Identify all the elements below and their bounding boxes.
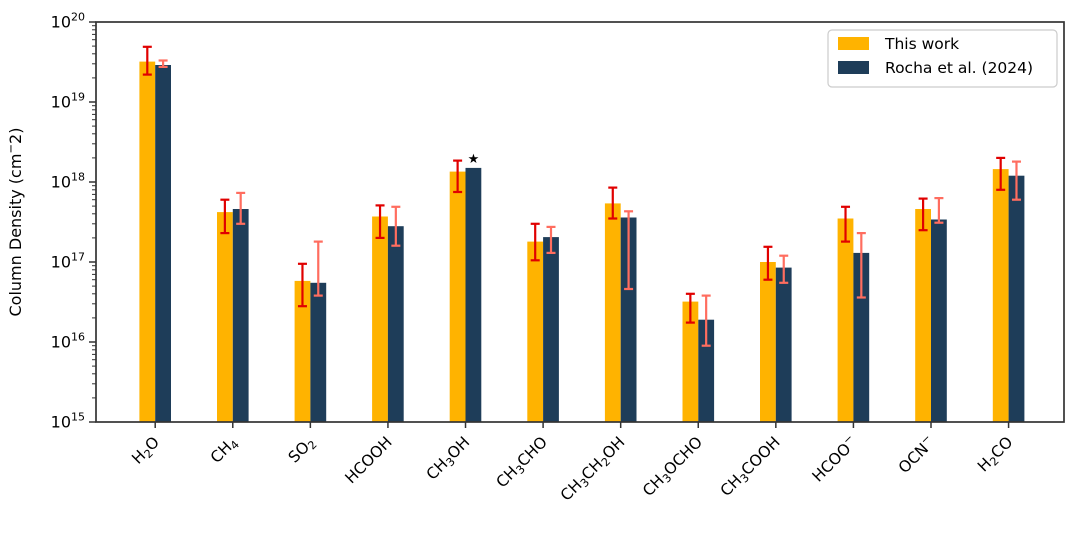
bar-rocha-5 [543, 237, 559, 422]
x-tick-label: CH3OCHO [639, 433, 707, 501]
error-bar [530, 222, 540, 262]
y-axis: 1020 1019 1018 1017 1016 1015 [51, 11, 96, 432]
error-bar [685, 292, 695, 324]
error-bar [158, 59, 168, 69]
error-bar [608, 186, 618, 220]
legend-label-1: Rocha et al. (2024) [885, 59, 1033, 77]
error-bar [918, 197, 928, 232]
x-tick-label: CH3OH [423, 433, 475, 485]
x-axis: H2O CH4 SO2 HCOOH CH3OH CH3CHOCH3CH2OHCH3OCHO… [128, 422, 1018, 506]
y-axis-title: Column Density (cm−2) [3, 128, 25, 317]
significance-star: ★ [468, 152, 480, 167]
bar-rocha-9 [853, 252, 870, 422]
error-bar [220, 198, 230, 235]
bar-rocha-8 [775, 267, 792, 422]
error-bar [763, 245, 773, 281]
bar-rocha-3 [387, 226, 404, 422]
y-tick-label: 1015 [51, 411, 85, 432]
error-bar [996, 156, 1006, 191]
bar-this-work-5 [527, 241, 544, 422]
error-bar [375, 204, 385, 239]
y-tick-label: 1018 [51, 171, 85, 192]
legend-box [827, 29, 1058, 88]
error-bar [546, 225, 556, 254]
bar-this-work-1 [217, 212, 233, 422]
bar-rocha-4 [465, 167, 482, 422]
error-bar [624, 210, 634, 291]
bar-this-work-0 [139, 61, 156, 422]
x-tick-label: H2O [128, 433, 164, 469]
legend-swatch-0 [838, 37, 869, 50]
error-bar [841, 205, 851, 243]
x-tick-label: CH3CH2OH [557, 433, 630, 506]
bar-rocha-0 [155, 65, 171, 422]
legend: This work Rocha et al. (2024) [827, 29, 1058, 88]
legend-swatch-1 [838, 61, 869, 74]
bar-rocha-1 [232, 209, 249, 422]
bar-rocha-6 [620, 217, 637, 422]
error-bar [701, 294, 711, 347]
error-bar [142, 45, 152, 76]
x-tick-label: HCOOH [342, 433, 396, 487]
error-bar [779, 254, 789, 284]
bar-this-work-11 [992, 169, 1009, 422]
plot-border [95, 21, 1065, 423]
error-bar [934, 197, 944, 224]
bar-rocha-2 [310, 282, 327, 422]
y-tick-label: 1016 [51, 331, 85, 352]
bar-this-work-4 [449, 171, 466, 422]
bar-this-work-6 [604, 203, 621, 422]
bar-this-work-2 [294, 280, 311, 422]
bar-this-work-9 [837, 218, 854, 422]
bar-this-work-8 [760, 262, 776, 422]
x-tick-label: HCOO− [807, 431, 861, 485]
error-bar [297, 262, 307, 308]
error-bar [856, 232, 866, 299]
error-bar [1011, 160, 1021, 201]
legend-label-0: This work [884, 35, 959, 53]
y-tick-label: 1017 [51, 251, 85, 272]
error-bars [142, 45, 1021, 347]
y-tick-label: 1019 [51, 91, 85, 112]
error-bar [313, 240, 323, 297]
error-bar [236, 191, 246, 225]
x-tick-label: H2CO [974, 433, 1018, 477]
x-tick-label: CH4 [207, 433, 242, 468]
error-bar [391, 205, 401, 247]
x-tick-label: CH3CHO [493, 433, 553, 493]
bar-rocha-10 [931, 219, 947, 422]
bars [139, 61, 1025, 422]
x-tick-label: SO2 [285, 433, 320, 468]
bar-this-work-3 [372, 216, 388, 422]
x-tick-label: CH3COOH [717, 433, 785, 501]
bar-this-work-7 [682, 301, 699, 422]
y-tick-label: 1020 [51, 11, 85, 32]
error-bar [453, 159, 463, 194]
bar-rocha-11 [1008, 175, 1025, 422]
bar-this-work-10 [915, 209, 931, 422]
x-tick-label: OCN− [893, 431, 939, 477]
